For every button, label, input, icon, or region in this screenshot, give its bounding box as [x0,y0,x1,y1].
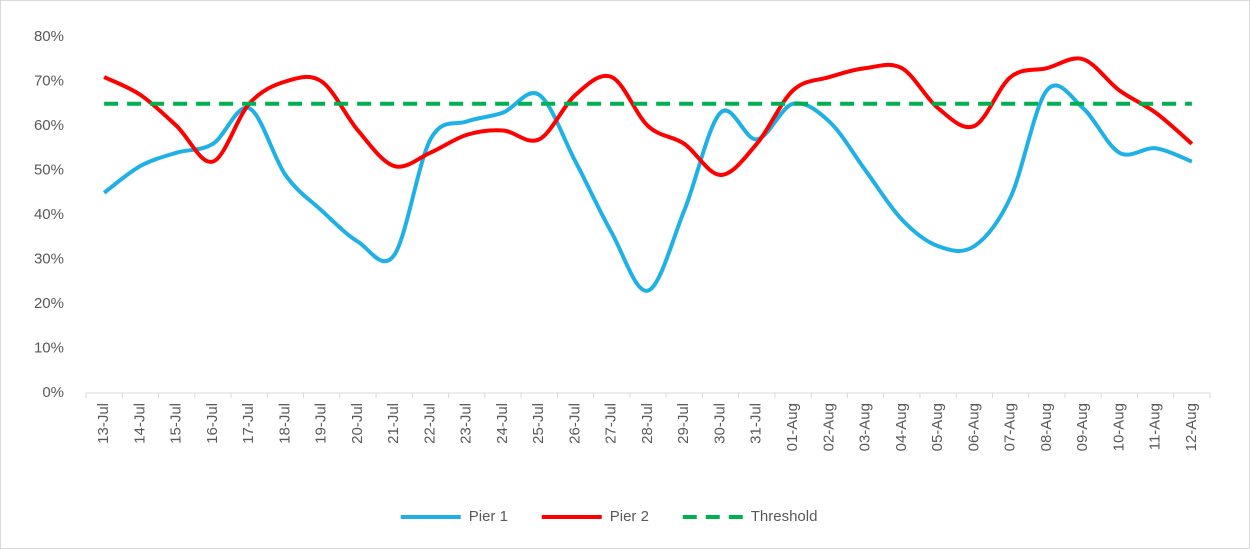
legend-label: Pier 2 [610,508,649,525]
x-tick-label: 06-Aug [965,403,982,451]
x-tick-label: 18-Jul [276,403,293,444]
x-tick-label: 14-Jul [131,403,148,444]
x-tick-label: 31-Jul [748,403,765,444]
x-tick-label: 24-Jul [494,403,511,444]
legend-label: Pier 1 [469,508,508,525]
x-tick-label: 30-Jul [711,403,728,444]
y-tick-label: 40% [34,206,64,223]
x-tick-label: 11-Aug [1147,403,1164,450]
y-tick-label: 70% [34,72,64,89]
y-tick-label: 20% [34,295,64,312]
x-tick-label: 10-Aug [1110,403,1127,451]
x-tick-label: 13-Jul [95,403,112,444]
x-tick-label: 12-Aug [1183,403,1200,451]
x-tick-label: 19-Jul [313,403,330,444]
x-tick-label: 21-Jul [385,403,402,444]
x-tick-label: 03-Aug [857,403,874,451]
series-line [103,56,1194,177]
x-tick-label: 27-Jul [603,403,620,444]
y-tick-label: 0% [42,384,64,401]
y-tick-label: 80% [34,28,64,45]
y-tick-label: 10% [34,339,64,356]
x-tick-label: 26-Jul [566,403,583,444]
x-tick-label: 01-Aug [784,403,801,451]
legend-label: Threshold [751,508,818,525]
x-tick-label: 04-Aug [893,403,910,451]
x-tick-label: 22-Jul [421,403,438,444]
x-tick-label: 29-Jul [675,403,692,444]
x-tick-label: 16-Jul [204,403,221,444]
x-tick-label: 25-Jul [530,403,547,444]
x-tick-label: 08-Aug [1038,403,1055,451]
x-tick-label: 17-Jul [240,403,257,444]
y-tick-label: 60% [34,117,64,134]
y-tick-label: 50% [34,161,64,178]
x-tick-label: 05-Aug [929,403,946,451]
x-tick-label: 15-Jul [168,403,185,444]
x-tick-label: 02-Aug [820,403,837,451]
x-tick-label: 23-Jul [458,403,475,444]
y-tick-label: 30% [34,250,64,267]
x-tick-label: 28-Jul [639,403,656,444]
series-line [102,83,1193,293]
x-tick-label: 20-Jul [349,403,366,444]
x-tick-label: 07-Aug [1002,403,1019,451]
x-tick-label: 09-Aug [1074,403,1091,451]
